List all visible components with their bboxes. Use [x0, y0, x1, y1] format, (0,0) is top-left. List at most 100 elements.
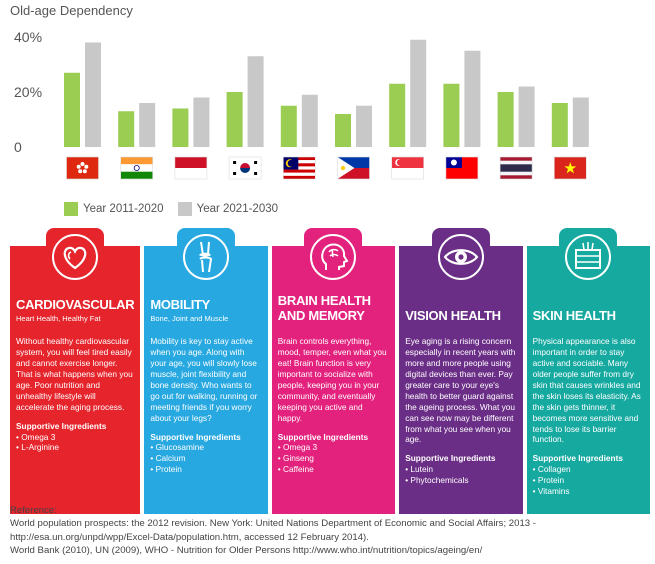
bar	[226, 92, 243, 147]
panel-heading: VISION HEALTH	[405, 286, 516, 324]
bar	[551, 103, 568, 147]
ingredient-item: Collagen	[533, 464, 644, 475]
ingredient-item: Protein	[150, 464, 261, 475]
ingredient-item: L-Arginine	[16, 442, 134, 453]
panel-cardiovascular: CARDIOVASCULAR Heart Health, Healthy Fat W…	[10, 228, 141, 514]
panel-icon-ring	[183, 234, 230, 280]
bar	[193, 97, 210, 147]
health-panels: CARDIOVASCULAR Heart Health, Healthy Fat W…	[10, 228, 651, 514]
supportive-ingredients-title: Supportive Ingredients	[277, 431, 369, 442]
ingredient-item: Glucosamine	[150, 442, 261, 453]
bar	[335, 114, 351, 147]
legend-swatch	[177, 202, 192, 216]
ingredient-list: Omega 3L-Arginine	[16, 432, 134, 454]
ingredient-list: GlucosamineCalciumProtein	[150, 442, 261, 475]
philippines-flag-icon	[337, 156, 370, 180]
bar	[280, 105, 297, 147]
brain-head-icon	[321, 243, 349, 270]
chart-plot: 0 20% 40%	[14, 29, 589, 180]
knee-joint-icon	[199, 241, 213, 273]
panel-brain: BRAIN HEALTH AND MEMORY Brain controls ev…	[271, 228, 396, 514]
reference-line: World Bank (2010), UN (2009), WHO - Nutr…	[10, 545, 483, 557]
bar-chart: Old-age Dependency 0 20% 40% Year 2011-202…	[0, 0, 655, 230]
supportive-ingredients-title: Supportive Ingredients	[405, 453, 496, 464]
bar	[356, 105, 372, 147]
bar	[572, 97, 589, 147]
panel-icon-ring	[310, 234, 357, 280]
bar	[301, 94, 318, 147]
panel-body: Eye aging is a rising concern especially…	[405, 336, 516, 445]
panel-heading: BRAIN HEALTH AND MEMORY	[278, 286, 389, 324]
panel-heading: CARDIOVASCULAR Heart Health, Healthy Fat	[16, 286, 135, 324]
panel-mobility: MOBILITY Bone, Joint and Muscle Mobility i…	[144, 228, 268, 514]
bar	[118, 111, 135, 147]
supportive-ingredients-title: Supportive Ingredients	[150, 431, 241, 442]
ingredient-item: Omega 3	[278, 442, 389, 453]
panel-icon-ring	[565, 234, 612, 280]
ingredient-item: Vitamins	[533, 486, 644, 497]
reference-line: World population prospects: the 2012 rev…	[10, 518, 536, 530]
ingredient-item: Lutein	[405, 464, 516, 475]
indonesia-flag-icon	[174, 156, 208, 180]
india-flag-icon	[120, 156, 153, 180]
references-heading: Reference:	[10, 505, 57, 516]
panel-heading: SKIN HEALTH	[533, 286, 644, 324]
south-korea-flag-icon	[228, 156, 262, 180]
ingredient-list: LuteinPhytochemicals	[405, 464, 516, 486]
bar	[518, 86, 535, 147]
references: Reference: World population prospects: t…	[10, 504, 650, 558]
supportive-ingredients-title: Supportive Ingredients	[16, 420, 107, 431]
panel-body: Without healthy cardiovascular system, y…	[16, 336, 133, 412]
bar	[464, 50, 481, 147]
panel-subtitle: Heart Health, Healthy Fat	[16, 314, 101, 324]
y-tick-label: 40%	[14, 29, 42, 45]
bar	[85, 42, 101, 147]
singapore-flag-icon	[391, 156, 425, 180]
ingredient-list: CollagenProteinVitamins	[533, 464, 644, 497]
panel-title: VISION HEALTH	[405, 308, 501, 324]
skin-layers-icon	[575, 242, 602, 269]
panel-body: Mobility is key to stay active when you …	[150, 336, 258, 423]
panel-title: MOBILITY	[150, 297, 211, 313]
bar	[410, 39, 427, 147]
panel-icon-ring	[52, 234, 99, 280]
y-tick-label: 20%	[14, 84, 42, 100]
panel-subtitle: Bone, Joint and Muscle	[150, 314, 229, 324]
bar	[389, 83, 406, 147]
ingredient-item: Caffeine	[278, 464, 389, 475]
reference-line: http://esa.un.org/unpd/wpp/Excel-Data/po…	[10, 531, 369, 543]
ingredient-item: Ginseng	[278, 453, 389, 464]
bar	[139, 103, 156, 147]
ingredient-list: Omega 3GinsengCaffeine	[278, 442, 389, 475]
legend-item-series-1: Year 2011-2020	[64, 202, 164, 216]
chart-title: Old-age Dependency	[10, 3, 133, 18]
hong-kong-flag-icon	[66, 156, 99, 180]
heart-icon	[63, 246, 87, 270]
bar	[64, 72, 80, 147]
legend-label: Year 2011-2020	[83, 203, 164, 215]
ingredient-item: Protein	[533, 475, 644, 486]
panel-skin: SKIN HEALTH Physical appearance is also i…	[526, 228, 651, 514]
panel-heading: MOBILITY Bone, Joint and Muscle	[150, 286, 261, 324]
vietnam-flag-icon	[553, 156, 587, 180]
bar	[247, 56, 264, 147]
legend-item-series-2: Year 2021-2030	[177, 202, 279, 216]
panel-title: CARDIOVASCULAR	[16, 297, 135, 313]
taiwan-flag-icon	[445, 156, 479, 180]
y-tick-label: 0	[14, 139, 22, 155]
bar	[443, 83, 460, 147]
eye-icon	[443, 249, 479, 265]
panel-body: Brain controls everything, mood, temper,…	[277, 336, 387, 423]
panel-title: SKIN HEALTH	[532, 308, 616, 324]
bar	[172, 108, 189, 147]
ingredient-item: Calcium	[150, 453, 261, 464]
supportive-ingredients-title: Supportive Ingredients	[532, 453, 623, 464]
panel-title: BRAIN HEALTH AND MEMORY	[277, 293, 371, 324]
legend-label: Year 2021-2030	[196, 203, 279, 215]
panel-vision: VISION HEALTH Eye aging is a rising conce…	[399, 228, 523, 514]
malaysia-flag-icon	[282, 156, 316, 180]
bar	[497, 92, 514, 147]
legend-swatch	[64, 202, 78, 216]
thailand-flag-icon	[499, 156, 533, 180]
panel-body: Physical appearance is also important in…	[532, 336, 641, 445]
